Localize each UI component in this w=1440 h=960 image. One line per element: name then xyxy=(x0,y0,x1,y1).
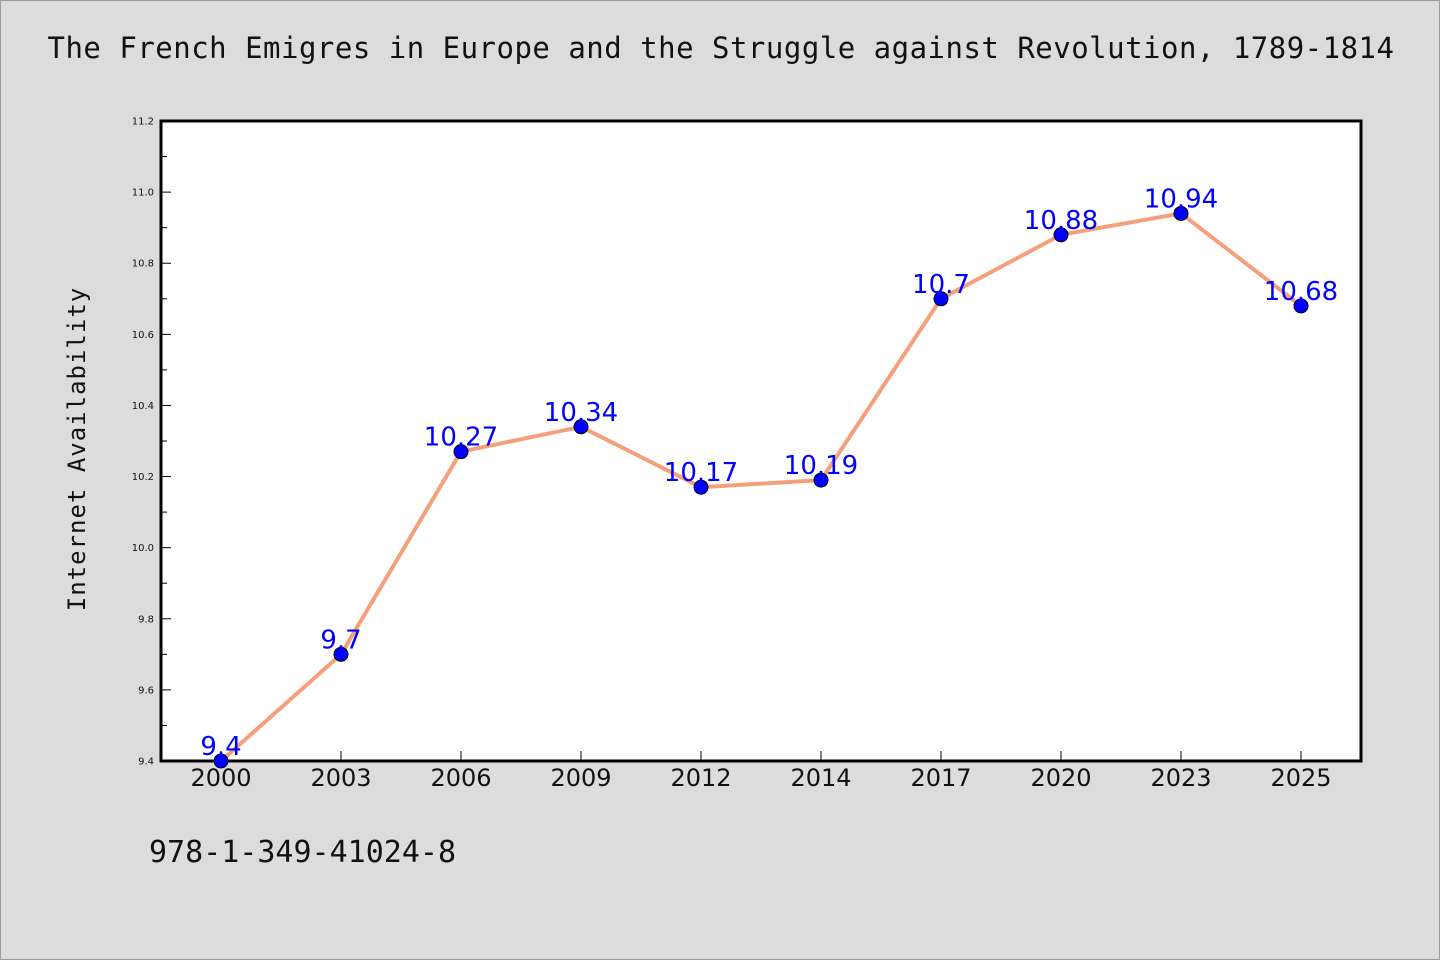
data-point xyxy=(693,479,709,495)
data-point xyxy=(213,753,229,769)
data-point xyxy=(1293,298,1309,314)
data-label: 9.4 xyxy=(200,732,241,762)
y-tick-label: 10.4 xyxy=(132,401,154,412)
y-tick-label: 9.8 xyxy=(138,614,154,625)
x-tick-label: 2023 xyxy=(1150,764,1211,792)
data-point xyxy=(1053,227,1069,243)
y-tick-label: 9.4 xyxy=(138,757,154,768)
data-point xyxy=(573,419,589,435)
y-tick-label: 10.0 xyxy=(132,543,154,554)
chart-title: The French Emigres in Europe and the Str… xyxy=(47,31,1395,65)
series-line xyxy=(219,211,1303,763)
y-axis-label: Internet Availability xyxy=(63,287,91,611)
x-tick-label: 2012 xyxy=(670,764,731,792)
data-label: 10.19 xyxy=(784,451,858,481)
y-tick-label: 11.2 xyxy=(132,117,154,128)
plot-area xyxy=(159,119,1363,763)
x-tick-label: 2009 xyxy=(550,764,611,792)
data-label: 10.7 xyxy=(912,270,970,300)
y-tick-label: 9.6 xyxy=(138,685,154,696)
data-point xyxy=(1173,205,1189,221)
data-label: 10.17 xyxy=(664,458,738,488)
x-tick-label: 2000 xyxy=(190,764,251,792)
x-tick-label: 2025 xyxy=(1270,764,1331,792)
data-point xyxy=(813,472,829,488)
data-point xyxy=(933,291,949,307)
y-tick-label: 10.2 xyxy=(132,472,154,483)
y-tick-label: 10.8 xyxy=(132,259,154,270)
data-label: 10.27 xyxy=(424,423,498,453)
data-label: 10.68 xyxy=(1264,277,1338,307)
data-label: 10.34 xyxy=(544,398,618,428)
data-label: 10.88 xyxy=(1024,206,1098,236)
isbn-text: 978-1-349-41024-8 xyxy=(149,835,457,870)
x-tick-label: 2017 xyxy=(910,764,971,792)
data-point xyxy=(333,646,349,662)
data-label: 9.7 xyxy=(320,625,361,655)
y-tick-label: 10.6 xyxy=(132,330,154,341)
x-tick-label: 2006 xyxy=(430,764,491,792)
x-tick-label: 2020 xyxy=(1030,764,1091,792)
data-label: 10.94 xyxy=(1144,184,1218,214)
x-tick-label: 2014 xyxy=(790,764,851,792)
y-tick-label: 11.0 xyxy=(132,188,154,199)
data-point xyxy=(453,444,469,460)
x-tick-label: 2003 xyxy=(310,764,371,792)
